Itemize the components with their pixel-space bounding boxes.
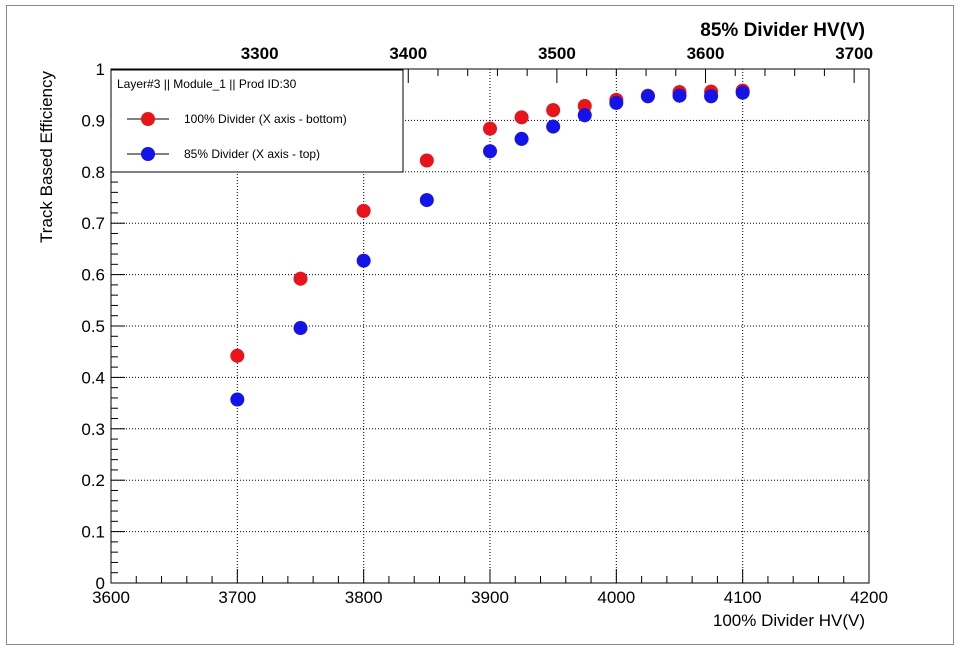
legend-entry-85-divider: 85% Divider (X axis - top) [127,147,320,161]
legend-label-100-divider: 100% Divider (X axis - bottom) [184,112,347,126]
y-tick-label: 0.1 [81,523,105,542]
legend-entry-100-divider: 100% Divider (X axis - bottom) [127,112,347,126]
legend-box [110,69,404,173]
x-tick-label: 3600 [92,588,130,607]
x-tick-label: 3800 [345,588,383,607]
data-point-85-divider [356,253,371,268]
x-tick-label: 3900 [471,588,509,607]
data-point-85-divider [609,95,624,110]
bottom-axis-title: 100% Divider HV(V) [713,611,865,630]
data-point-85-divider [546,119,561,134]
data-point-100-divider [230,348,245,363]
y-tick-label: 0.6 [81,266,105,285]
data-point-85-divider [577,108,592,123]
y-tick-label: 0.9 [81,111,105,130]
y-tick-label: 1 [96,60,105,79]
chart-frame: 3600 3700 3800 3900 4000 4100 4200 3300 3400 3500… [6,5,954,645]
legend-label-85-divider: 85% Divider (X axis - top) [184,147,320,161]
data-point-100-divider [483,121,497,136]
y-tick-label: 0.2 [81,471,105,490]
data-point-100-divider [514,110,529,125]
y-tick-label: 0.3 [81,420,105,439]
y-tick-label: 0.8 [81,163,105,182]
y-tick-label: 0.7 [81,214,105,233]
top-tick-label: 3300 [241,44,279,63]
top-axis-title: 85% Divider HV(V) [700,20,865,41]
data-point-100-divider [356,203,371,218]
x-tick-label: 4000 [597,588,635,607]
top-tick-label: 3400 [389,44,427,63]
legend-marker-100-divider [141,112,155,126]
legend-marker-85-divider [141,147,155,161]
data-point-85-divider [230,392,245,407]
data-point-100-divider [546,103,561,118]
top-tick-label: 3500 [538,44,576,63]
y-tick-label: 0.4 [81,368,105,387]
y-tick-label: 0 [96,574,105,593]
data-point-85-divider [514,131,529,146]
scatter-plot: 3600 3700 3800 3900 4000 4100 4200 3300 3400 3500… [37,20,888,630]
data-point-100-divider [293,271,308,286]
data-point-100-divider [419,153,434,168]
legend: Layer#3 || Module_1 || Prod ID:30 100% D… [110,69,404,173]
x-tick-label: 4200 [850,588,888,607]
y-tick-label: 0.5 [81,317,105,336]
data-point-85-divider [293,321,308,336]
top-tick-label: 3600 [687,44,725,63]
data-point-85-divider [640,89,655,104]
data-point-85-divider [419,193,434,208]
legend-title: Layer#3 || Module_1 || Prod ID:30 [117,77,297,91]
data-point-85-divider [483,144,497,159]
x-tick-label: 3700 [218,588,256,607]
top-tick-label: 3700 [835,44,873,63]
x-tick-label: 4100 [724,588,762,607]
y-axis-title: Track Based Efficiency [37,71,56,243]
data-point-85-divider [672,88,687,103]
data-point-85-divider [735,85,750,100]
data-point-85-divider [704,89,719,104]
